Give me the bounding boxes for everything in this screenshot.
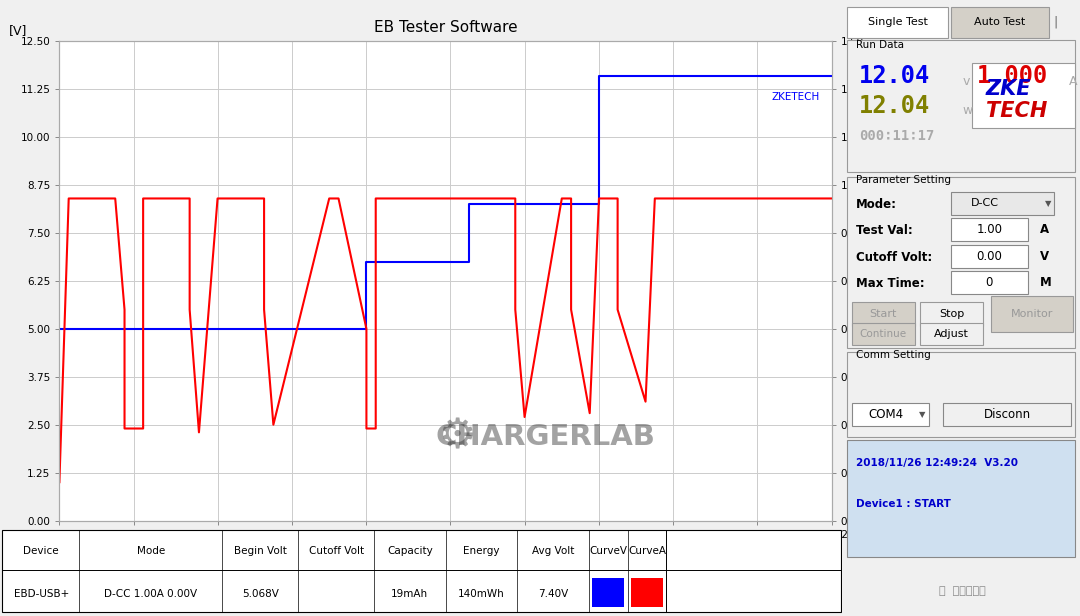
- Bar: [950, 192, 1054, 215]
- Bar: [592, 578, 624, 607]
- Text: ZKE: ZKE: [986, 79, 1031, 99]
- Text: 000∶11∶17: 000∶11∶17: [859, 129, 934, 142]
- Text: Device: Device: [24, 546, 59, 556]
- Text: Avg Volt: Avg Volt: [531, 546, 575, 556]
- Bar: [944, 403, 1070, 426]
- Text: v: v: [962, 75, 970, 88]
- Text: Start: Start: [869, 309, 897, 319]
- Bar: [852, 403, 929, 426]
- Text: ⚙: ⚙: [438, 416, 476, 458]
- Bar: [631, 578, 663, 607]
- Text: CHARGERLAB: CHARGERLAB: [436, 423, 656, 451]
- Text: 値  什么値得买: 値 什么値得买: [939, 586, 986, 596]
- Text: Stop: Stop: [940, 309, 964, 319]
- Bar: [950, 218, 1028, 241]
- Text: CurveV: CurveV: [590, 546, 627, 556]
- Text: [A]: [A]: [878, 25, 896, 38]
- Text: Cutoff Volt:: Cutoff Volt:: [856, 251, 933, 264]
- Text: Max Time:: Max Time:: [856, 277, 924, 291]
- Text: Begin Volt: Begin Volt: [234, 546, 286, 556]
- Bar: [852, 323, 915, 345]
- Text: 1.000: 1.000: [976, 65, 1048, 88]
- Text: Single Test: Single Test: [867, 17, 928, 27]
- Text: ZKETECH: ZKETECH: [772, 92, 820, 102]
- Text: ▼: ▼: [919, 410, 926, 419]
- Text: Monitor: Monitor: [1011, 309, 1053, 319]
- Bar: [852, 302, 915, 326]
- Text: Run Data: Run Data: [856, 40, 904, 50]
- Text: 7.40V: 7.40V: [538, 589, 568, 599]
- Text: 0: 0: [986, 276, 993, 290]
- Title: EB Tester Software: EB Tester Software: [374, 20, 517, 34]
- Text: A: A: [1069, 75, 1078, 88]
- Text: 140mWh: 140mWh: [458, 589, 504, 599]
- Text: 5.068V: 5.068V: [242, 589, 279, 599]
- Text: Auto Test: Auto Test: [974, 17, 1026, 27]
- Text: ▼: ▼: [1045, 199, 1052, 208]
- Bar: [847, 352, 1076, 437]
- Text: 1.00: 1.00: [976, 223, 1002, 237]
- Text: Continue: Continue: [860, 330, 907, 339]
- Bar: [950, 7, 1050, 38]
- Bar: [920, 323, 984, 345]
- Text: D-CC: D-CC: [971, 198, 999, 208]
- Bar: [972, 63, 1076, 128]
- Text: Test Val:: Test Val:: [856, 224, 913, 238]
- Text: COM4: COM4: [868, 408, 903, 421]
- Text: Disconn: Disconn: [984, 408, 1030, 421]
- Text: Adjust: Adjust: [934, 330, 969, 339]
- Bar: [950, 271, 1028, 294]
- Bar: [990, 296, 1072, 332]
- Text: [V]: [V]: [10, 25, 28, 38]
- Bar: [847, 40, 1076, 172]
- Bar: [847, 440, 1076, 557]
- Bar: [847, 7, 948, 38]
- Text: TECH: TECH: [986, 101, 1048, 121]
- Text: 19mAh: 19mAh: [391, 589, 429, 599]
- Text: V: V: [1040, 249, 1049, 263]
- Text: 12.04: 12.04: [859, 65, 930, 88]
- Text: w: w: [962, 104, 972, 118]
- Text: M: M: [1040, 276, 1052, 290]
- Text: Cutoff Volt: Cutoff Volt: [309, 546, 364, 556]
- Text: A: A: [1040, 223, 1049, 237]
- Text: CurveA: CurveA: [627, 546, 666, 556]
- Text: EBD-USB+: EBD-USB+: [14, 589, 69, 599]
- Text: Energy: Energy: [463, 546, 500, 556]
- Text: 0.00: 0.00: [976, 249, 1002, 263]
- Text: Capacity: Capacity: [387, 546, 433, 556]
- Bar: [920, 302, 984, 326]
- Text: |: |: [1053, 15, 1057, 29]
- Text: Comm Setting: Comm Setting: [856, 351, 931, 360]
- Text: Mode:: Mode:: [856, 198, 897, 211]
- Text: Mode: Mode: [137, 546, 165, 556]
- Text: 12.04: 12.04: [859, 94, 930, 118]
- Text: D-CC 1.00A 0.00V: D-CC 1.00A 0.00V: [105, 589, 198, 599]
- Bar: [950, 245, 1028, 268]
- Text: Parameter Setting: Parameter Setting: [856, 175, 951, 185]
- Text: Device1 : START: Device1 : START: [856, 499, 951, 509]
- Bar: [847, 177, 1076, 348]
- Text: 2018/11/26 12:49:24  V3.20: 2018/11/26 12:49:24 V3.20: [856, 458, 1018, 468]
